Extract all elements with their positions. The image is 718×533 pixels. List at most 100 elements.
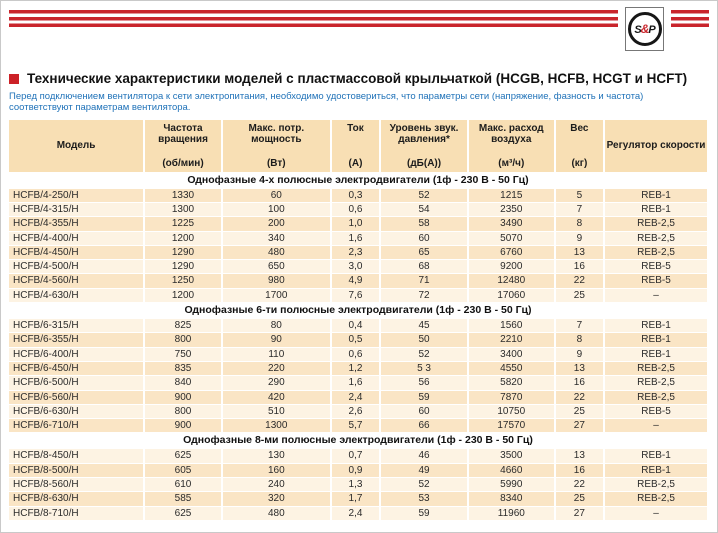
value-cell: 5 3: [381, 361, 467, 376]
column-label: Макс. расход воздуха: [478, 122, 544, 146]
column-header-6: Макс. расход воздуха (м³/ч): [468, 119, 554, 172]
column-label: Регулятор скорости: [606, 139, 706, 151]
value-cell: 25: [555, 404, 604, 419]
model-cell: HCFB/4-560/H: [9, 274, 144, 288]
value-cell: 1200: [145, 288, 221, 303]
model-cell: HCFB/6-450/H: [9, 361, 144, 376]
model-cell: HCFB/4-250/H: [9, 188, 144, 202]
table-row: HCFB/4-560/H 1250 980 4,9 71 12480 22 REB-5: [9, 274, 707, 288]
red-stripes-right: [671, 10, 709, 27]
value-cell: REB-1: [605, 319, 707, 333]
column-label: Ток: [347, 122, 364, 134]
model-cell: HCFB/4-630/H: [9, 288, 144, 303]
value-cell: 58: [381, 217, 467, 231]
value-cell: 1200: [145, 231, 221, 245]
value-cell: REB-2,5: [605, 390, 707, 404]
value-cell: 2,3: [331, 245, 380, 260]
value-cell: 7: [555, 202, 604, 217]
value-cell: 100: [222, 202, 330, 217]
value-cell: 8340: [468, 492, 554, 506]
value-cell: 5070: [468, 231, 554, 245]
column-unit: (об/мин): [162, 157, 204, 169]
value-cell: 2210: [468, 333, 554, 347]
value-cell: 8: [555, 217, 604, 231]
value-cell: REB-5: [605, 274, 707, 288]
table-row: HCFB/6-560/H 900 420 2,4 59 7870 22 REB-2,5: [9, 390, 707, 404]
value-cell: 1250: [145, 274, 221, 288]
model-cell: HCFB/4-315/H: [9, 202, 144, 217]
column-header-3: Макс. потр. мощность (Вт): [222, 119, 330, 172]
value-cell: REB-1: [605, 347, 707, 361]
value-cell: 16: [555, 463, 604, 478]
logo-letter-p: P: [648, 23, 655, 36]
page-title: Технические характеристики моделей с пла…: [27, 71, 688, 86]
value-cell: 1330: [145, 188, 221, 202]
value-cell: 1,7: [331, 492, 380, 506]
value-cell: 68: [381, 260, 467, 274]
value-cell: REB-5: [605, 404, 707, 419]
model-cell: HCFB/4-450/H: [9, 245, 144, 260]
red-stripes-left: [9, 10, 618, 27]
value-cell: 5: [555, 188, 604, 202]
value-cell: 56: [381, 376, 467, 390]
value-cell: 835: [145, 361, 221, 376]
value-cell: –: [605, 419, 707, 433]
table-row: HCFB/6-450/H 835 220 1,2 5 3 4550 13 REB-2,5: [9, 361, 707, 376]
value-cell: 4550: [468, 361, 554, 376]
value-cell: 5990: [468, 478, 554, 492]
table-row: HCFB/4-630/H 1200 1700 7,6 72 17060 25–: [9, 288, 707, 303]
section-header: Однофазные 4-х полюсные электродвигатели…: [9, 172, 707, 188]
value-cell: 1560: [468, 319, 554, 333]
value-cell: REB-2,5: [605, 217, 707, 231]
column-label: Макс. потр. мощность: [248, 122, 305, 146]
value-cell: 1,6: [331, 231, 380, 245]
intro-note: Перед подключением вентилятора к сети эл…: [9, 90, 644, 113]
model-cell: HCFB/4-355/H: [9, 217, 144, 231]
value-cell: 1,6: [331, 376, 380, 390]
table-row: HCFB/8-710/H 625 480 2,4 59 11960 27–: [9, 506, 707, 520]
value-cell: 2,4: [331, 506, 380, 520]
value-cell: 650: [222, 260, 330, 274]
value-cell: 0,6: [331, 347, 380, 361]
value-cell: 290: [222, 376, 330, 390]
table-row: HCFB/8-630/H 585 320 1,7 53 8340 25 REB-2,5: [9, 492, 707, 506]
value-cell: 1225: [145, 217, 221, 231]
value-cell: 50: [381, 333, 467, 347]
value-cell: 13: [555, 361, 604, 376]
value-cell: 625: [145, 506, 221, 520]
table-row: HCFB/4-315/H 1300 100 0,6 54 2350 7 REB-1: [9, 202, 707, 217]
value-cell: 900: [145, 419, 221, 433]
value-cell: 6760: [468, 245, 554, 260]
column-header-row: Модель Частота вращения (об/мин) Макс. потр…: [9, 119, 707, 172]
table-row: HCFB/6-710/H 900 1300 5,7 66 17570 27–: [9, 419, 707, 433]
value-cell: REB-1: [605, 188, 707, 202]
column-label: Вес: [570, 122, 589, 134]
value-cell: 7: [555, 319, 604, 333]
value-cell: 510: [222, 404, 330, 419]
table-row: HCFB/6-355/H 800 90 0,5 50 2210 8 REB-1: [9, 333, 707, 347]
value-cell: 605: [145, 463, 221, 478]
model-cell: HCFB/6-400/H: [9, 347, 144, 361]
value-cell: 0,4: [331, 319, 380, 333]
value-cell: 0,3: [331, 188, 380, 202]
model-cell: HCFB/4-400/H: [9, 231, 144, 245]
value-cell: 1300: [145, 202, 221, 217]
value-cell: 49: [381, 463, 467, 478]
value-cell: 1290: [145, 245, 221, 260]
value-cell: 200: [222, 217, 330, 231]
section-header-row-3: Однофазные 8-ми полюсные электродвигател…: [9, 433, 707, 449]
value-cell: 800: [145, 333, 221, 347]
value-cell: 750: [145, 347, 221, 361]
value-cell: 480: [222, 506, 330, 520]
value-cell: –: [605, 288, 707, 303]
value-cell: 1215: [468, 188, 554, 202]
column-label: Модель: [56, 139, 96, 151]
value-cell: 27: [555, 419, 604, 433]
value-cell: 12480: [468, 274, 554, 288]
value-cell: 54: [381, 202, 467, 217]
value-cell: 320: [222, 492, 330, 506]
section-header-row-2: Однофазные 6-ти полюсные электродвигател…: [9, 303, 707, 319]
table-row: HCFB/8-500/H 605 160 0,9 49 4660 16 REB-1: [9, 463, 707, 478]
value-cell: 625: [145, 449, 221, 463]
value-cell: 220: [222, 361, 330, 376]
